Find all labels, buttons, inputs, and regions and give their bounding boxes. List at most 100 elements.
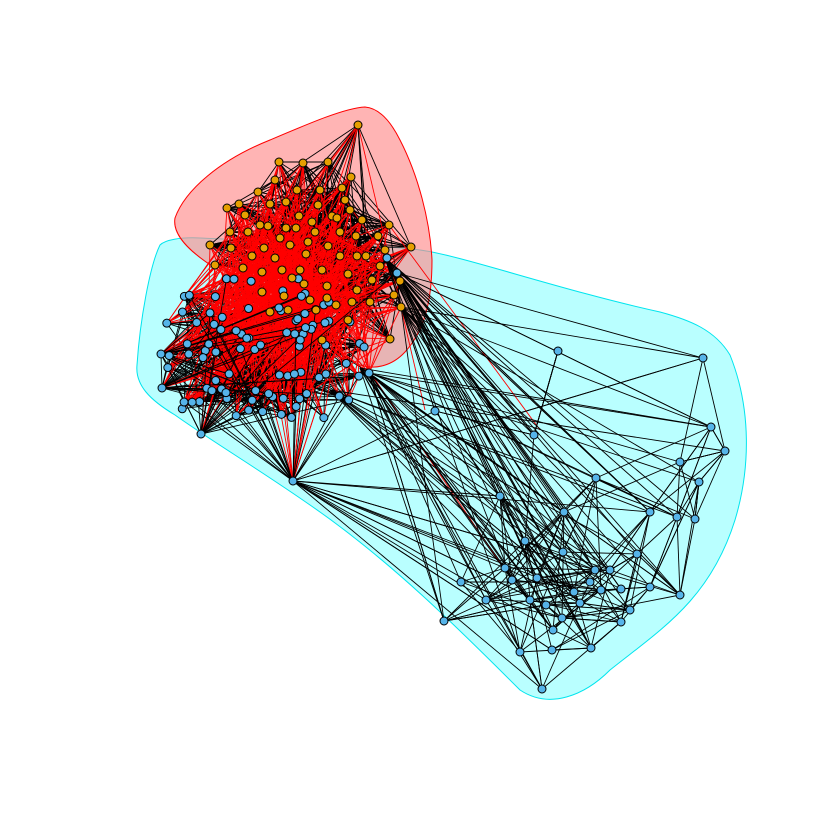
edge-intra-blue — [400, 306, 704, 359]
blue-community-node — [392, 268, 402, 278]
orange-community-node — [317, 335, 327, 345]
blue-community-node — [495, 491, 505, 501]
edge-intra-blue — [292, 480, 506, 569]
edge-inter-community — [184, 214, 246, 297]
edge-intra-blue — [460, 495, 501, 583]
edge-intra-blue — [620, 511, 651, 623]
edge-intra-blue — [563, 477, 597, 513]
edge-intra-blue — [562, 551, 638, 555]
blue-community-node — [320, 318, 330, 328]
edge-inter-community — [189, 264, 216, 296]
edge-intra-blue — [485, 599, 563, 619]
edge-intra-blue — [400, 306, 592, 649]
edge-intra-blue — [561, 609, 631, 619]
orange-community-node — [313, 200, 323, 210]
blue-community-node — [195, 397, 205, 407]
edge-intra-blue — [329, 389, 726, 452]
edge-inter-community — [181, 241, 309, 410]
edge-intra-blue — [292, 399, 350, 482]
orange-community-node — [301, 249, 311, 259]
edge-intra-blue — [161, 355, 170, 389]
blue-community-node — [321, 369, 331, 379]
orange-community-node — [317, 265, 327, 275]
orange-community-node — [385, 334, 395, 344]
orange-community-node — [311, 305, 321, 315]
edge-intra-blue — [499, 495, 575, 593]
edge-intra-blue — [629, 511, 651, 611]
orange-community-node — [303, 237, 313, 247]
blue-community-node — [529, 430, 539, 440]
blue-community-node — [296, 291, 306, 301]
edge-intra-blue — [368, 372, 501, 497]
orange-community-node — [291, 223, 301, 233]
blue-community-node — [590, 565, 600, 575]
blue-community-node — [500, 563, 510, 573]
edge-inter-community — [235, 203, 271, 416]
edge-inter-community — [338, 301, 371, 397]
edge-intra-blue — [676, 481, 700, 518]
blue-community-node — [179, 397, 189, 407]
orange-community-node — [310, 227, 320, 237]
orange-community-node — [305, 295, 315, 305]
orange-community-node — [263, 221, 273, 231]
orange-community-node — [298, 158, 308, 168]
blue-community-node — [586, 643, 596, 653]
edge-intra-blue — [443, 567, 506, 622]
blue-community-node — [605, 565, 615, 575]
edge-intra-blue — [292, 357, 704, 482]
nodes-layer — [156, 120, 730, 694]
edge-intra-blue — [161, 327, 306, 389]
blue-community-node — [221, 274, 231, 284]
blue-community-node — [557, 613, 567, 623]
edge-intra-blue — [636, 516, 678, 555]
edge-intra-blue — [499, 495, 506, 569]
orange-community-node — [332, 213, 342, 223]
orange-community-node — [265, 199, 275, 209]
edge-inter-community — [191, 199, 346, 403]
orange-community-node — [274, 157, 284, 167]
edge-intra-blue — [329, 389, 506, 569]
edge-intra-blue — [504, 567, 581, 604]
blue-community-node — [211, 376, 221, 386]
edge-inter-community — [187, 304, 337, 345]
orange-community-node — [307, 217, 317, 227]
blue-community-node — [525, 595, 535, 605]
edge-inter-community — [230, 247, 326, 324]
blue-community-node — [541, 600, 551, 610]
edge-intra-blue — [649, 450, 726, 513]
orange-community-node — [222, 203, 232, 213]
edge-intra-blue — [200, 415, 237, 435]
edge-intra-blue — [368, 372, 681, 463]
edge-intra-blue — [679, 450, 726, 463]
blue-community-node — [334, 391, 344, 401]
blue-community-node — [244, 405, 254, 415]
edge-intra-blue — [434, 410, 501, 497]
edge-inter-community — [299, 224, 390, 399]
edge-intra-blue — [183, 401, 294, 482]
edge-intra-blue — [368, 372, 554, 631]
edge-inter-community — [259, 224, 294, 482]
blue-community-node — [229, 274, 239, 284]
orange-community-node — [299, 279, 309, 289]
edge-intra-blue — [183, 296, 294, 482]
edge-intra-blue — [396, 272, 704, 359]
edge-intra-blue — [359, 367, 575, 593]
edge-intra-blue — [563, 461, 681, 513]
orange-community-node — [351, 231, 361, 241]
edge-intra-blue — [460, 581, 521, 653]
blue-community-node — [616, 584, 626, 594]
edge-intra-blue — [400, 306, 436, 412]
edge-intra-blue — [533, 350, 559, 436]
orange-community-node — [257, 287, 267, 297]
edge-intra-blue — [702, 357, 726, 452]
edge-intra-blue — [368, 372, 462, 583]
edge-intra-blue — [384, 257, 564, 553]
edge-intra-blue — [600, 586, 651, 591]
edge-inter-community — [242, 267, 330, 303]
edge-inter-community — [209, 244, 308, 394]
edge-intra-blue — [235, 415, 294, 482]
blue-community-node — [354, 371, 364, 381]
edge-intra-blue — [499, 495, 547, 606]
blue-community-node — [288, 476, 298, 486]
orange-community-node — [238, 263, 248, 273]
